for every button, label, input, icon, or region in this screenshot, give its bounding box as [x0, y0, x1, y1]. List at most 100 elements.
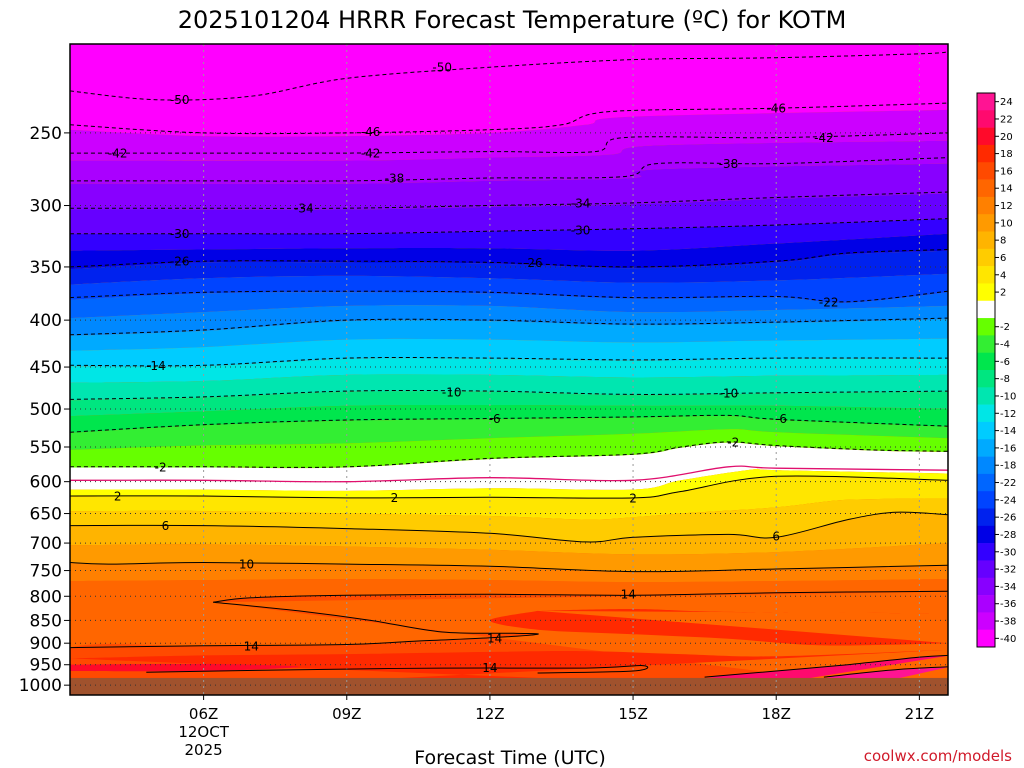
- colorbar-swatch: [977, 404, 995, 423]
- colorbar-swatch: [977, 439, 995, 457]
- y-tick-label: 300: [30, 197, 62, 217]
- ground-surface: [70, 677, 948, 695]
- colorbar-swatch: [977, 231, 995, 250]
- colorbar-label: -36: [1000, 599, 1016, 610]
- y-tick-label: 350: [30, 258, 62, 278]
- temperature-band-3: [70, 163, 948, 210]
- contour-label: -46: [766, 102, 786, 116]
- temperature-band-4: [70, 193, 948, 234]
- colorbar-label: -22: [1000, 478, 1016, 489]
- y-tick-label: 650: [30, 505, 62, 525]
- x-tick-sublabel: 2025: [185, 741, 223, 759]
- contour-label: -50: [170, 93, 190, 107]
- colorbar-label: -38: [1000, 617, 1016, 628]
- temperature-band-27: [70, 591, 948, 695]
- colorbar-swatch: [977, 595, 995, 613]
- temperature-band-23: [70, 512, 948, 555]
- colorbar-label: -34: [1000, 582, 1016, 593]
- colorbar-swatch: [977, 283, 995, 302]
- isotherm-2: [70, 475, 948, 499]
- plot-frame: [69, 43, 949, 696]
- contour-label: 2: [114, 490, 122, 504]
- y-tick-label: 800: [30, 587, 62, 607]
- y-tick-label: 400: [30, 311, 62, 331]
- colorbar-swatch: [977, 370, 995, 388]
- colorbar-swatch: [977, 127, 995, 146]
- colorbar-label: 24: [1000, 97, 1013, 108]
- isotherm--10: [70, 389, 948, 400]
- y-tick-label: 700: [30, 534, 62, 554]
- isotherm--22: [70, 290, 948, 303]
- temperature-band-20: [70, 468, 948, 499]
- colorbar-swatch: [977, 196, 995, 215]
- x-tick-label: 09Z: [332, 705, 361, 723]
- isotherm-14: [213, 590, 948, 603]
- credit-link[interactable]: coolwx.com/models: [864, 747, 1012, 765]
- contour-label: -6: [489, 412, 501, 426]
- x-tick-label: 15Z: [618, 705, 647, 723]
- temperature-band-24: [70, 543, 948, 573]
- temperature-band-2: [70, 140, 948, 184]
- isotherm--26: [70, 249, 948, 268]
- isotherm--18: [70, 317, 948, 336]
- colorbar-swatch: [977, 110, 995, 128]
- contour-label: -30: [170, 227, 190, 241]
- contour-label: -38: [719, 157, 739, 171]
- colorbar-label: 16: [1000, 166, 1013, 177]
- temperature-band-10: [70, 305, 948, 336]
- temperature-band-1: [70, 109, 948, 161]
- temperature-band-13: [70, 358, 948, 383]
- x-axis-label: Forecast Time (UTC): [414, 747, 605, 768]
- y-tick-label: 550: [30, 438, 62, 458]
- isotherm-6: [70, 511, 948, 543]
- colorbar-swatch: [977, 387, 995, 405]
- colorbar-label: 10: [1000, 218, 1013, 229]
- contour-label: 6: [162, 519, 170, 533]
- temperature-band-0: [70, 44, 948, 137]
- contour-label: -10: [442, 385, 462, 399]
- temperature-band-21: [70, 476, 948, 520]
- colorbar-label: -24: [1000, 495, 1016, 506]
- x-tick-label: 06Z: [189, 705, 218, 723]
- colorbar-label: -18: [1000, 461, 1016, 472]
- temperature-band-22: [70, 498, 948, 543]
- y-axis: 250 300 350 400 450 500 550 600 650 700 750 800 850 9…: [19, 124, 70, 696]
- isotherm--14: [70, 356, 948, 367]
- colorbar-swatch: [977, 491, 995, 509]
- temperature-band-6: [70, 233, 948, 270]
- temperature-band-12: [70, 338, 948, 367]
- isotherm--42: [70, 132, 948, 154]
- colorbar-swatch: [977, 162, 995, 180]
- isotherm--6: [70, 414, 948, 433]
- isotherm--34: [70, 191, 948, 209]
- x-tick-label: 18Z: [762, 705, 791, 723]
- colorbar-label: -26: [1000, 513, 1016, 524]
- y-tick-label: 250: [30, 124, 62, 144]
- y-tick-label: 950: [30, 656, 62, 676]
- temperature-band-19: [70, 442, 948, 491]
- isotherm-18: [704, 654, 948, 678]
- colorbar-swatch: [977, 248, 995, 267]
- colorbar-label: -10: [1000, 391, 1016, 402]
- y-tick-label: 500: [30, 400, 62, 420]
- colorbar-swatch: [977, 93, 995, 111]
- colorbar-label: 14: [1000, 184, 1013, 195]
- colorbar-swatch: [977, 300, 995, 319]
- colorbar-label: -14: [1000, 426, 1016, 437]
- contour-label: 2: [391, 491, 399, 505]
- contour-label: -10: [719, 386, 739, 400]
- temperature-band-16: [70, 404, 948, 433]
- colorbar-label: 18: [1000, 149, 1013, 160]
- colorbar-label: -6: [1000, 357, 1010, 368]
- contour-label: -26: [523, 256, 543, 270]
- colorbar-label: -28: [1000, 530, 1016, 541]
- colorbar-swatch: [977, 421, 995, 440]
- colorbar-swatch: [977, 214, 995, 232]
- y-tick-label: 600: [30, 473, 62, 493]
- isotherm-14: [70, 601, 539, 649]
- contour-label: -6: [775, 412, 787, 426]
- isotherm--2: [70, 441, 948, 468]
- colorbar-swatch: [977, 352, 995, 371]
- contour-label: 14: [621, 587, 636, 601]
